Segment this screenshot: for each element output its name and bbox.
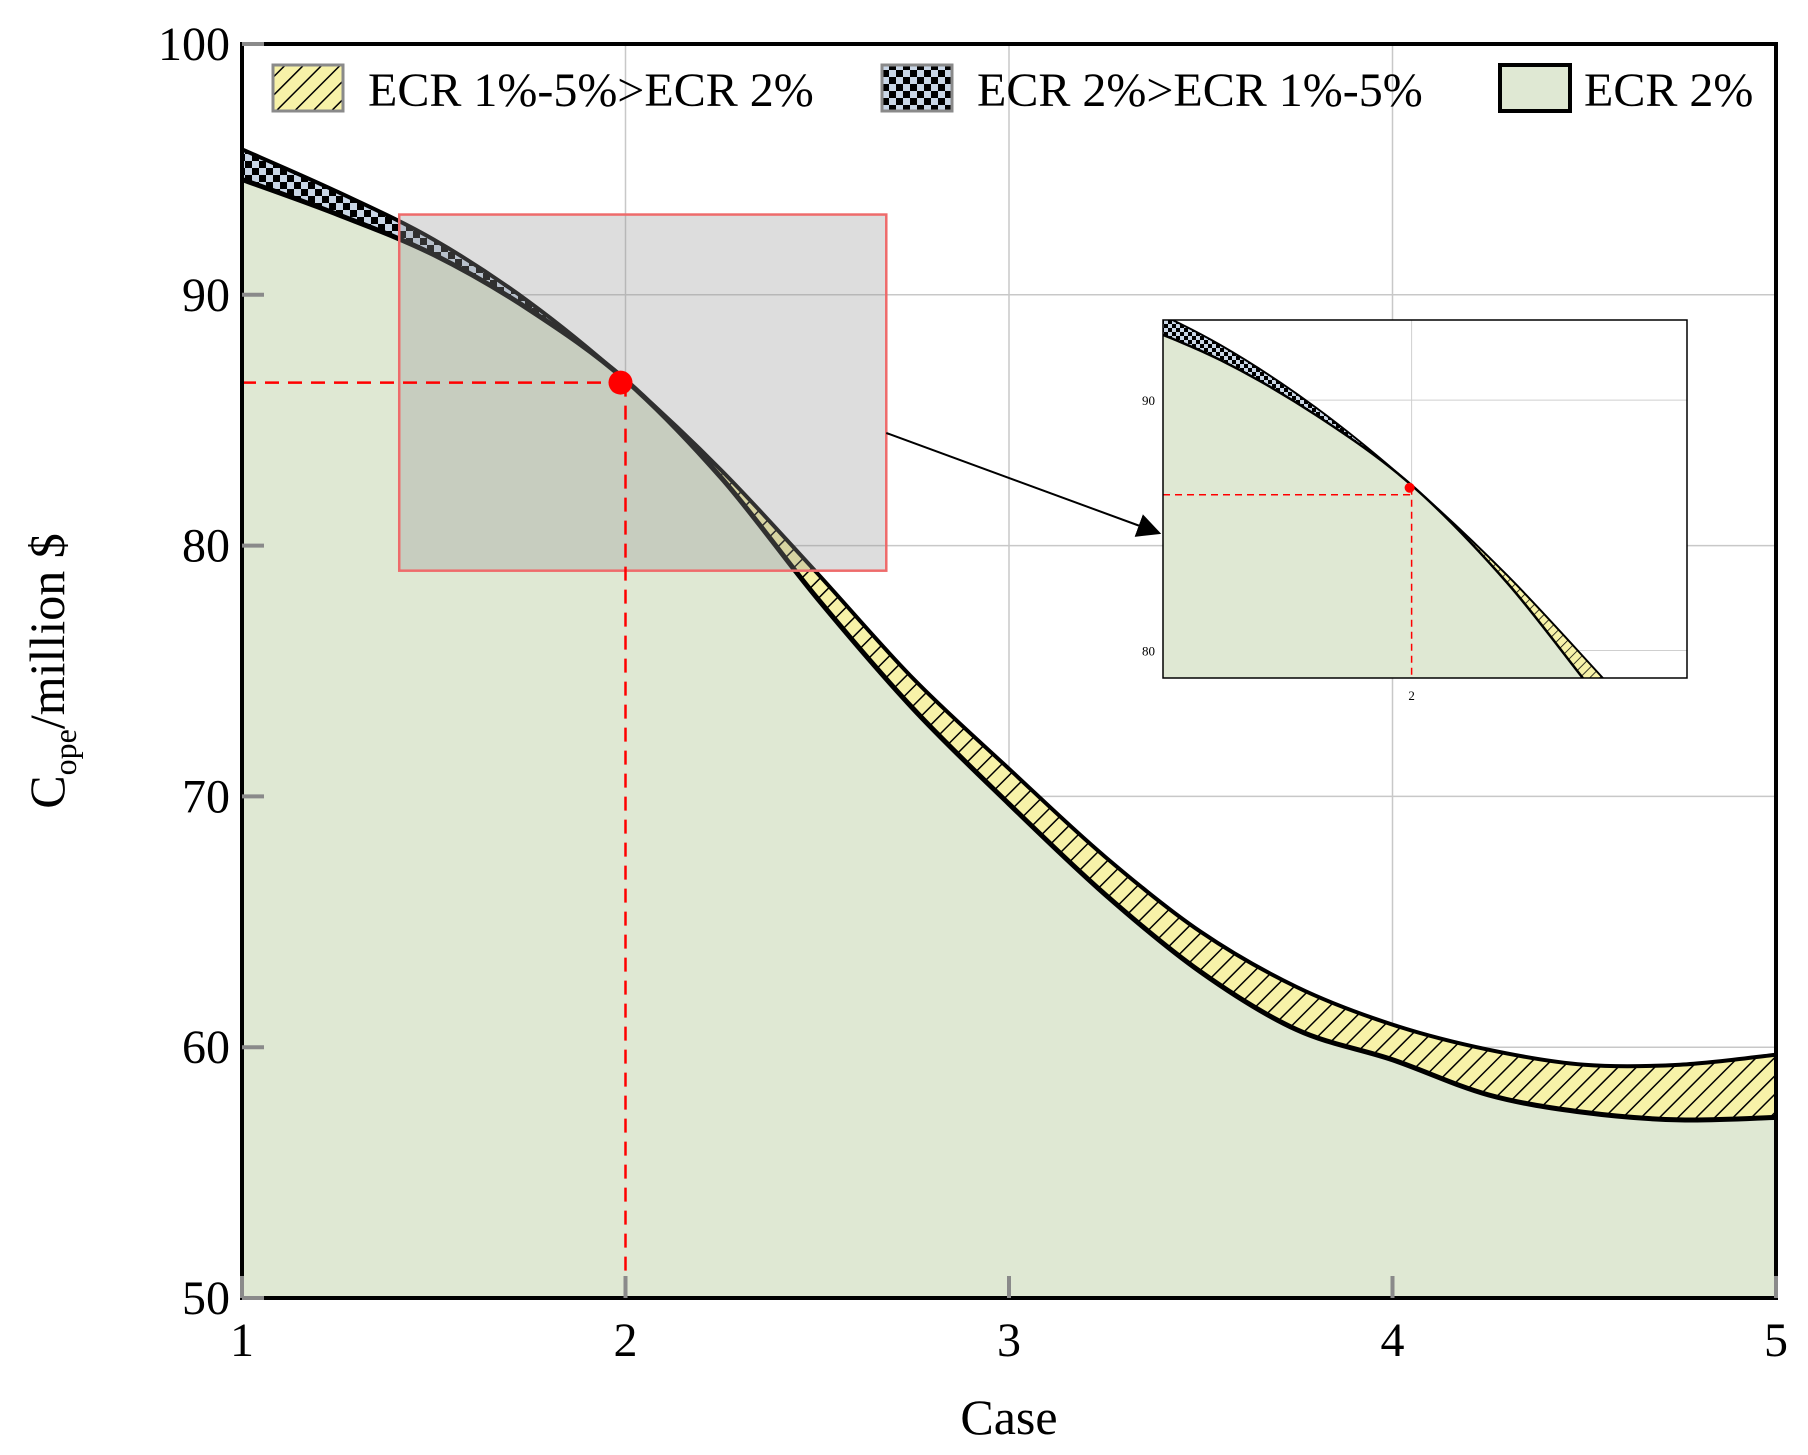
x-tick-label-5: 5 xyxy=(1764,1314,1788,1367)
inset-content xyxy=(1163,320,1687,678)
main-plot: 1 2 3 4 5 50 60 70 80 90 100 xyxy=(158,18,1788,1367)
legend-label-3: ECR 2% xyxy=(1584,64,1753,117)
y-tick-label-80: 80 xyxy=(182,520,230,573)
legend-swatch-1 xyxy=(271,63,345,113)
x-tick-label-1: 1 xyxy=(230,1314,254,1367)
highlight-point xyxy=(608,370,633,395)
inset-line-ecr-1-5 xyxy=(1170,320,1605,678)
inset-line-ecr-2 xyxy=(1163,333,1585,678)
legend-item-3: ECR 2% xyxy=(1498,63,1753,117)
y-tick-label-70: 70 xyxy=(182,770,230,823)
y-axis-label-main: C xyxy=(19,775,75,808)
inset-y-tick-label-80: 80 xyxy=(1142,643,1155,658)
x-tick-label-2: 2 xyxy=(614,1314,638,1367)
zoom-layer xyxy=(397,213,1162,572)
legend-item-1: ECR 1%-5%>ECR 2% xyxy=(271,63,814,117)
inset-plot: 2 80 90 xyxy=(1142,319,1688,703)
y-axis-label-rest: /million $ xyxy=(19,533,75,729)
legend-swatch-2 xyxy=(880,63,954,113)
inset-x-tick-label-2: 2 xyxy=(1408,688,1415,703)
inset-area-ecr-2 xyxy=(1163,334,1583,678)
y-tick-label-50: 50 xyxy=(182,1272,230,1325)
marker-layer xyxy=(242,370,633,1298)
inset-highlight-point xyxy=(1404,482,1415,493)
x-tick-label-3: 3 xyxy=(997,1314,1021,1367)
legend-swatch-3 xyxy=(1498,63,1572,113)
y-tick-label-90: 90 xyxy=(182,269,230,322)
inset-frame xyxy=(1162,319,1688,679)
y-axis-label-sub: ope xyxy=(47,729,83,775)
y-tick-label-60: 60 xyxy=(182,1021,230,1074)
x-tick-label-4: 4 xyxy=(1381,1314,1405,1367)
legend-label-2: ECR 2%>ECR 1%-5% xyxy=(977,64,1423,117)
band-ecr2-greater xyxy=(242,149,626,381)
legend-item-2: ECR 2%>ECR 1%-5% xyxy=(880,63,1423,117)
zoom-region xyxy=(397,213,888,572)
line-ecr-2 xyxy=(242,177,1776,1123)
y-axis-label: Cope/million $ xyxy=(19,533,83,808)
y-tick-label-100: 100 xyxy=(158,18,230,71)
x-axis-label: Case xyxy=(960,1389,1057,1445)
line-ecr-1-5 xyxy=(242,147,1776,1069)
zoom-arrow xyxy=(885,432,1162,537)
legend-label-1: ECR 1%-5%>ECR 2% xyxy=(368,64,814,117)
legend: ECR 1%-5%>ECR 2% ECR 2%>ECR 1%-5% ECR 2% xyxy=(271,63,1753,117)
ticks: 1 2 3 4 5 50 60 70 80 90 100 xyxy=(158,18,1788,1367)
inset-y-tick-label-90: 90 xyxy=(1142,393,1155,408)
